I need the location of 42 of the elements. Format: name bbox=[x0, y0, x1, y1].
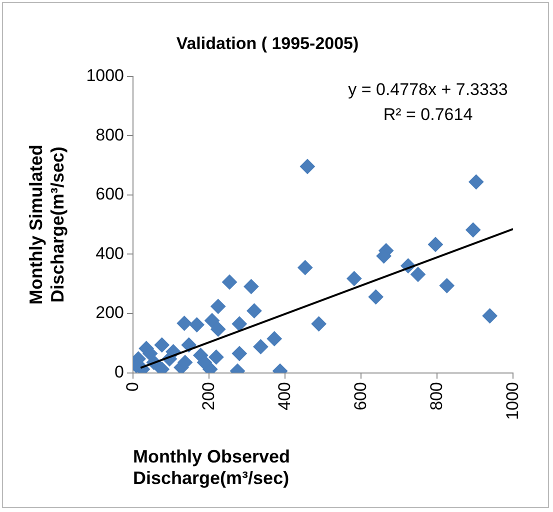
point bbox=[189, 317, 204, 332]
x-tick-label: 0 bbox=[123, 382, 144, 392]
point bbox=[244, 279, 259, 294]
point bbox=[154, 337, 170, 352]
point bbox=[232, 316, 247, 332]
x-axis-title: Monthly Observed Discharge(m³/sec) bbox=[133, 446, 290, 488]
y-tick-label: 0 bbox=[114, 362, 124, 382]
point bbox=[439, 278, 454, 294]
point bbox=[346, 271, 362, 286]
y-tick-label: 200 bbox=[96, 303, 124, 322]
chart-title: Validation ( 1995-2005) bbox=[176, 34, 359, 53]
point bbox=[368, 289, 384, 304]
point bbox=[204, 313, 220, 328]
point bbox=[410, 266, 426, 282]
point bbox=[210, 298, 226, 314]
x-tick-label: 600 bbox=[351, 382, 371, 410]
point bbox=[210, 322, 226, 337]
annotation: R² = 0.7614 bbox=[383, 105, 473, 124]
x-tick-label: 1000 bbox=[503, 382, 523, 420]
point bbox=[222, 274, 238, 290]
x-tick-label: 800 bbox=[427, 382, 447, 410]
point bbox=[311, 316, 326, 332]
point bbox=[468, 174, 484, 190]
point bbox=[466, 222, 481, 238]
point bbox=[253, 339, 268, 354]
point bbox=[208, 350, 224, 365]
point bbox=[266, 331, 282, 346]
y-axis-title: Monthly Simulated Discharge(m³/sec) bbox=[26, 144, 68, 305]
point bbox=[246, 303, 262, 318]
point bbox=[232, 346, 247, 362]
y-tick-label: 600 bbox=[96, 184, 124, 204]
y-tick-label: 1000 bbox=[86, 66, 124, 86]
y-tick-label: 800 bbox=[96, 125, 124, 144]
y-tick-label: 400 bbox=[96, 244, 124, 263]
point bbox=[482, 308, 498, 324]
x-tick-label: 400 bbox=[275, 382, 295, 410]
point bbox=[300, 159, 315, 174]
point bbox=[298, 260, 313, 276]
annotation: y = 0.4778x + 7.3333 bbox=[348, 80, 508, 100]
x-tick-label: 200 bbox=[199, 382, 219, 410]
point bbox=[428, 236, 443, 252]
point bbox=[176, 316, 192, 331]
